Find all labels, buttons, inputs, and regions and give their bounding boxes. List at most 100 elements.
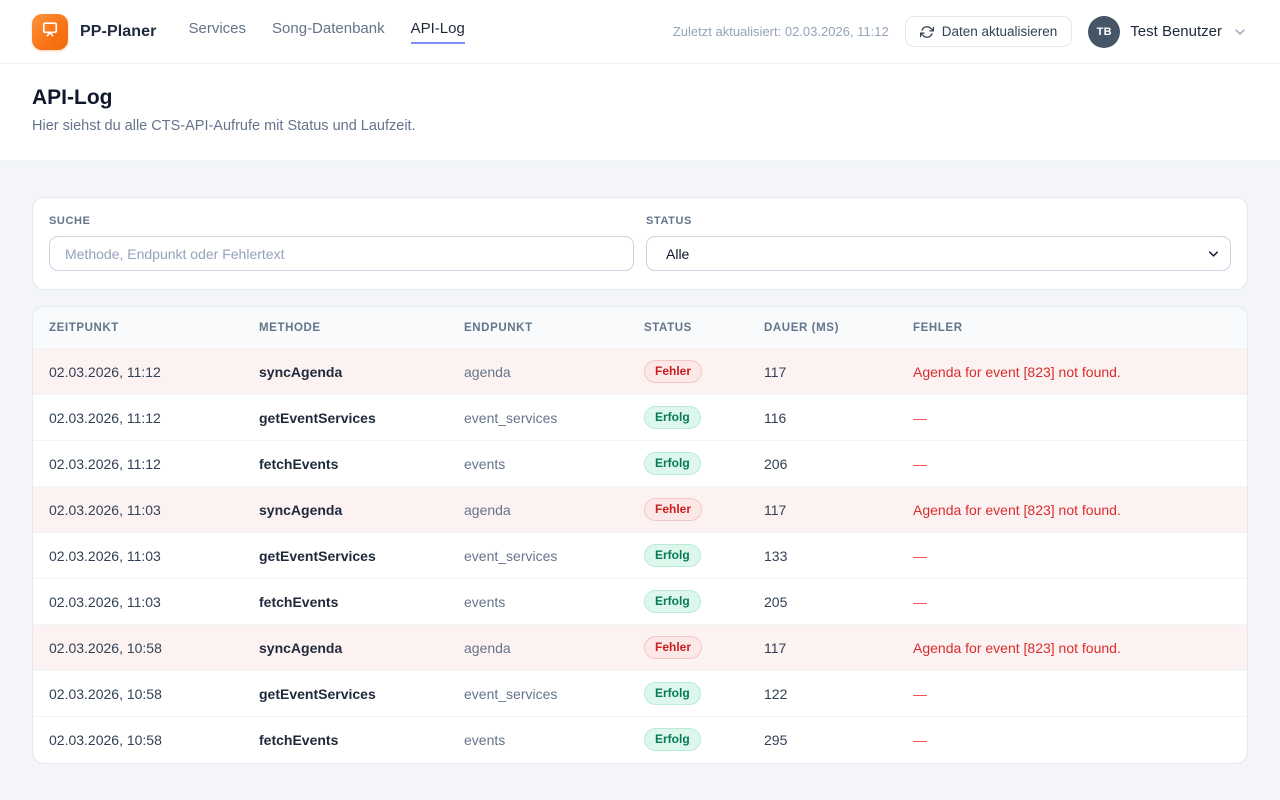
cell-duration: 122 [748,670,897,717]
page-title: API-Log [32,86,113,109]
cell-method: fetchEvents [243,578,448,625]
status-select[interactable]: Alle [646,236,1231,271]
cell-method: getEventServices [243,670,448,717]
cell-timestamp: 02.03.2026, 11:03 [33,578,243,625]
topbar-right: Zuletzt aktualisiert: 02.03.2026, 11:12 … [672,15,1248,48]
status-label: STATUS [646,215,692,227]
cell-endpoint: agenda [448,348,628,395]
chevron-down-icon [1232,24,1248,40]
cell-timestamp: 02.03.2026, 11:12 [33,440,243,487]
cell-error: Agenda for event [823] not found. [897,486,1247,533]
user-name: Test Benutzer [1130,23,1222,40]
cell-timestamp: 02.03.2026, 11:03 [33,532,243,579]
cell-error: Agenda for event [823] not found. [897,348,1247,395]
nav-item-services[interactable]: Services [188,19,247,37]
table-row: 02.03.2026, 11:03 getEventServices event… [33,532,1247,579]
cell-endpoint: events [448,440,628,487]
cell-timestamp: 02.03.2026, 11:12 [33,348,243,395]
cell-method: syncAgenda [243,624,448,671]
status-badge: Erfolg [644,589,701,614]
refresh-icon [919,25,934,39]
table-row: 02.03.2026, 10:58 syncAgenda agenda Fehl… [33,624,1247,671]
cell-error: — [897,670,1247,717]
user-menu[interactable]: TB Test Benutzer [1088,15,1248,48]
search-input[interactable] [49,236,634,271]
cell-error: — [897,578,1247,625]
status-badge: Erfolg [644,681,701,706]
nav-item-song-datenbank[interactable]: Song-Datenbank [272,19,385,37]
page-header: API-Log Hier siehst du alle CTS-API-Aufr… [0,64,1280,161]
cell-method: getEventServices [243,532,448,579]
table-row: 02.03.2026, 11:03 syncAgenda agenda Fehl… [33,486,1247,533]
cell-endpoint: agenda [448,624,628,671]
table-row: 02.03.2026, 10:58 fetchEvents events Erf… [33,717,1247,763]
cell-endpoint: agenda [448,486,628,533]
search-label: SUCHE [49,215,91,227]
cell-timestamp: 02.03.2026, 10:58 [33,670,243,717]
status-badge: Erfolg [644,405,701,430]
cell-endpoint: events [448,578,628,625]
col-zeitpunkt: ZEITPUNKT [33,307,243,349]
cell-method: fetchEvents [259,731,339,748]
log-table-body: 02.03.2026, 11:12 syncAgenda agenda Fehl… [33,348,1247,763]
cell-duration: 117 [748,486,897,533]
last-updated-text: Zuletzt aktualisiert: 02.03.2026, 11:12 [672,24,889,39]
search-filter: SUCHE [49,215,634,271]
avatar: TB [1088,15,1121,48]
status-badge: Erfolg [644,728,701,752]
table-header-row: ZEITPUNKT METHODE ENDPUNKT STATUS DAUER … [33,307,1247,349]
cell-endpoint: event_services [448,532,628,579]
cell-method: fetchEvents [243,440,448,487]
app-logo [32,13,68,50]
col-status: STATUS [628,307,748,349]
cell-error: — [897,394,1247,441]
cell-error: — [897,440,1247,487]
cell-duration: 117 [748,624,897,671]
col-dauer: DAUER (MS) [748,307,897,349]
cell-method: syncAgenda [243,348,448,395]
status-badge: Fehler [644,359,703,384]
main-nav: Services Song-Datenbank API-Log [189,20,465,44]
api-log-table-card: ZEITPUNKT METHODE ENDPUNKT STATUS DAUER … [32,306,1248,764]
cell-duration: 116 [748,394,897,441]
cell-method: syncAgenda [243,486,448,533]
table-row: 02.03.2026, 10:58 getEventServices event… [33,670,1247,717]
cell-timestamp: 02.03.2026, 10:58 [33,624,243,671]
cell-duration: 295 [764,731,788,748]
api-log-table: ZEITPUNKT METHODE ENDPUNKT STATUS DAUER … [33,307,1247,763]
cell-duration: 206 [748,440,897,487]
page-subtitle: Hier siehst du alle CTS-API-Aufrufe mit … [32,118,416,134]
status-badge: Erfolg [644,451,701,476]
filter-card: SUCHE STATUS Alle [32,197,1248,290]
cell-error: — [913,731,927,748]
cell-duration: 133 [748,532,897,579]
cell-timestamp: 02.03.2026, 11:03 [33,486,243,533]
cell-timestamp: 02.03.2026, 11:12 [33,394,243,441]
status-badge: Erfolg [644,543,701,568]
topbar: PP-Planer Services Song-Datenbank API-Lo… [0,0,1280,64]
cell-endpoint: events [464,731,506,748]
brand-name: PP-Planer [80,22,157,40]
cell-duration: 205 [748,578,897,625]
refresh-data-button[interactable]: Daten aktualisieren [904,16,1073,47]
table-row: 02.03.2026, 11:12 getEventServices event… [33,394,1247,441]
status-badge: Fehler [644,635,703,660]
nav-item-api-log[interactable]: API-Log [410,20,465,44]
cell-method: getEventServices [243,394,448,441]
presentation-icon [40,19,60,44]
brand: PP-Planer [32,13,157,50]
cell-timestamp: 02.03.2026, 10:58 [49,731,162,748]
col-fehler: FEHLER [897,307,1247,349]
col-methode: METHODE [243,307,448,349]
status-badge: Fehler [644,497,703,522]
col-endpunkt: ENDPUNKT [448,307,628,349]
table-row: 02.03.2026, 11:03 fetchEvents events Erf… [33,578,1247,625]
main-content: SUCHE STATUS Alle [0,161,1280,764]
cell-error: Agenda for event [823] not found. [897,624,1247,671]
status-filter: STATUS Alle [646,215,1231,271]
cell-endpoint: event_services [448,670,628,717]
cell-duration: 117 [748,348,897,395]
table-row: 02.03.2026, 11:12 syncAgenda agenda Fehl… [33,348,1247,395]
cell-endpoint: event_services [448,394,628,441]
table-row: 02.03.2026, 11:12 fetchEvents events Erf… [33,440,1247,487]
